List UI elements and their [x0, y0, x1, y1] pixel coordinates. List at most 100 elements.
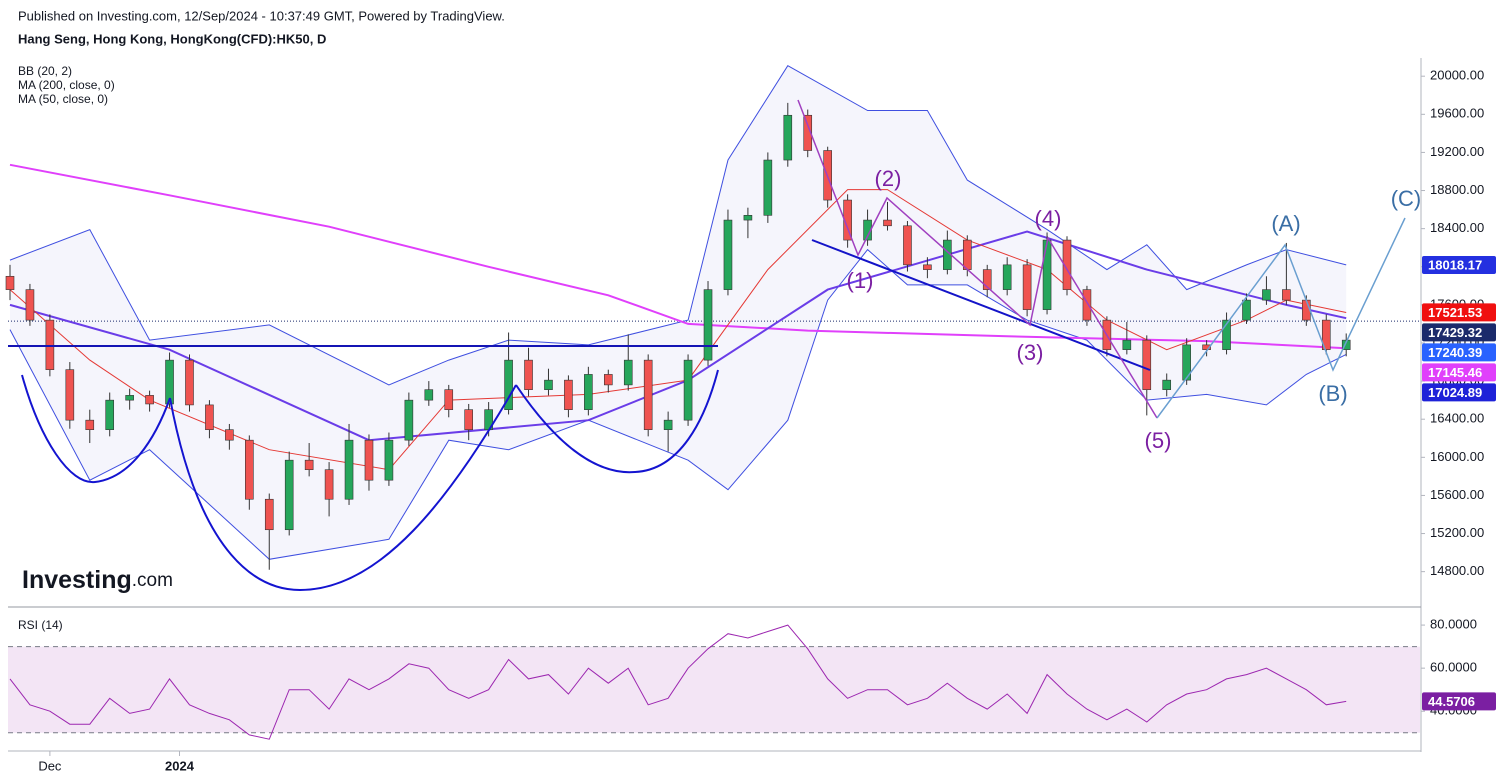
- candle-body: [723, 219, 733, 290]
- candle-body: [324, 469, 334, 500]
- plot: 20000.00 19600.00 19200.00 18800.00 18400.00…: [5, 65, 1496, 773]
- bb-upper: [9, 65, 1347, 386]
- y-tick-label: 60.0000: [1430, 660, 1477, 675]
- price-badge: [1422, 383, 1496, 402]
- candle-body: [584, 374, 593, 410]
- candle-body: [903, 225, 912, 266]
- candle-body: [5, 275, 15, 290]
- candle-body: [364, 439, 374, 481]
- legend-ma200: MA (200, close, 0): [18, 78, 115, 92]
- candle-body: [1182, 344, 1191, 381]
- price-badge: [1422, 343, 1496, 362]
- legend-bb: BB (20, 2): [18, 64, 72, 78]
- candle-body: [25, 289, 35, 321]
- candle-body: [245, 439, 254, 500]
- candle-body: [544, 379, 553, 390]
- abc-label: (C): [1391, 186, 1422, 211]
- candle-body: [264, 498, 274, 531]
- candle-body: [1122, 339, 1132, 350]
- candle-body: [623, 359, 633, 386]
- abc-label: (B): [1318, 381, 1347, 406]
- candle-body: [783, 114, 793, 161]
- ma50-line: [9, 230, 1347, 442]
- price-badge-label: 44.5706: [1428, 694, 1475, 709]
- y-tick-label: 19600.00: [1430, 106, 1484, 121]
- candle-body: [444, 389, 454, 410]
- price-badge-label: 17024.89: [1428, 385, 1482, 400]
- rsi-line: [9, 624, 1347, 740]
- candle-body: [45, 319, 55, 370]
- abc-line: [1156, 217, 1406, 419]
- left-shoulder-curve: [21, 374, 171, 484]
- candle-body: [923, 264, 932, 270]
- y-tick-label: 16000.00: [1430, 449, 1484, 464]
- candle-body: [1321, 319, 1331, 350]
- wave-label: (3): [1017, 340, 1044, 365]
- candle-body: [424, 389, 434, 401]
- candle-body: [344, 439, 354, 500]
- candle-body: [125, 395, 134, 401]
- price-badge-label: 17145.46: [1428, 365, 1482, 380]
- abc-label: (A): [1271, 211, 1300, 236]
- candle-body: [1302, 299, 1311, 321]
- y-tick-label: 16400.00: [1430, 411, 1484, 426]
- candle-body: [962, 239, 972, 270]
- right-shoulder-curve: [515, 369, 719, 474]
- candle-body: [663, 419, 673, 430]
- candle-body: [304, 459, 314, 471]
- candle-body: [504, 359, 513, 410]
- bb-fill: [9, 65, 1347, 560]
- candle-body: [384, 439, 394, 481]
- candle-body: [1002, 264, 1012, 290]
- candle-body: [1082, 289, 1092, 321]
- candle-body: [1222, 319, 1231, 350]
- candle-body: [703, 289, 713, 361]
- cup-curve: [169, 384, 517, 592]
- price-badge-label: 18018.17: [1428, 257, 1482, 272]
- candle-body: [1042, 239, 1052, 310]
- candle-body: [1262, 289, 1271, 301]
- candle-body: [1242, 299, 1251, 321]
- candle-body: [863, 219, 872, 241]
- y-tick-label: 15200.00: [1430, 525, 1484, 540]
- candle-body: [743, 215, 753, 221]
- candle-body: [643, 359, 653, 430]
- candle-body: [564, 379, 573, 410]
- y-tick-label: 19200.00: [1430, 144, 1484, 159]
- wave-line: [797, 99, 1158, 419]
- y-tick-label: 80.0000: [1430, 617, 1477, 632]
- candle-body: [284, 459, 294, 531]
- candle-body: [85, 419, 95, 430]
- candle-body: [1341, 339, 1351, 350]
- legend-ma50: MA (50, close, 0): [18, 92, 108, 106]
- candle-body: [843, 199, 852, 241]
- y-tick-label: 15600.00: [1430, 487, 1484, 502]
- bb-lower: [9, 248, 1347, 560]
- price-badge: [1422, 363, 1496, 382]
- logo: Investing.com: [22, 566, 173, 594]
- candle-body: [982, 269, 992, 290]
- logo-name: Investing: [22, 566, 132, 594]
- wave-label: (2): [875, 166, 902, 191]
- candle-body: [524, 359, 533, 390]
- candle-body: [205, 404, 214, 430]
- price-badge-label: 17240.39: [1428, 345, 1482, 360]
- published-note: Published on Investing.com, 12/Sep/2024 …: [18, 8, 505, 23]
- wave-label: (4): [1035, 206, 1062, 231]
- wave-label: (5): [1145, 428, 1172, 453]
- candle-body: [145, 395, 154, 405]
- candle-body: [225, 429, 234, 441]
- y-tick-label: 14800.00: [1430, 563, 1484, 578]
- candle-body: [165, 359, 174, 405]
- rsi-band: [8, 646, 1420, 733]
- candle-body: [803, 114, 813, 151]
- rsi-title: RSI (14): [18, 618, 63, 632]
- price-badge: [1422, 323, 1496, 342]
- logo-suffix: .com: [132, 570, 173, 591]
- candle-body: [603, 374, 613, 386]
- price-badge-label: 17521.53: [1428, 305, 1482, 320]
- candle-body: [1162, 379, 1172, 390]
- candle-body: [65, 369, 75, 421]
- pattern-drawings: [8, 99, 1406, 592]
